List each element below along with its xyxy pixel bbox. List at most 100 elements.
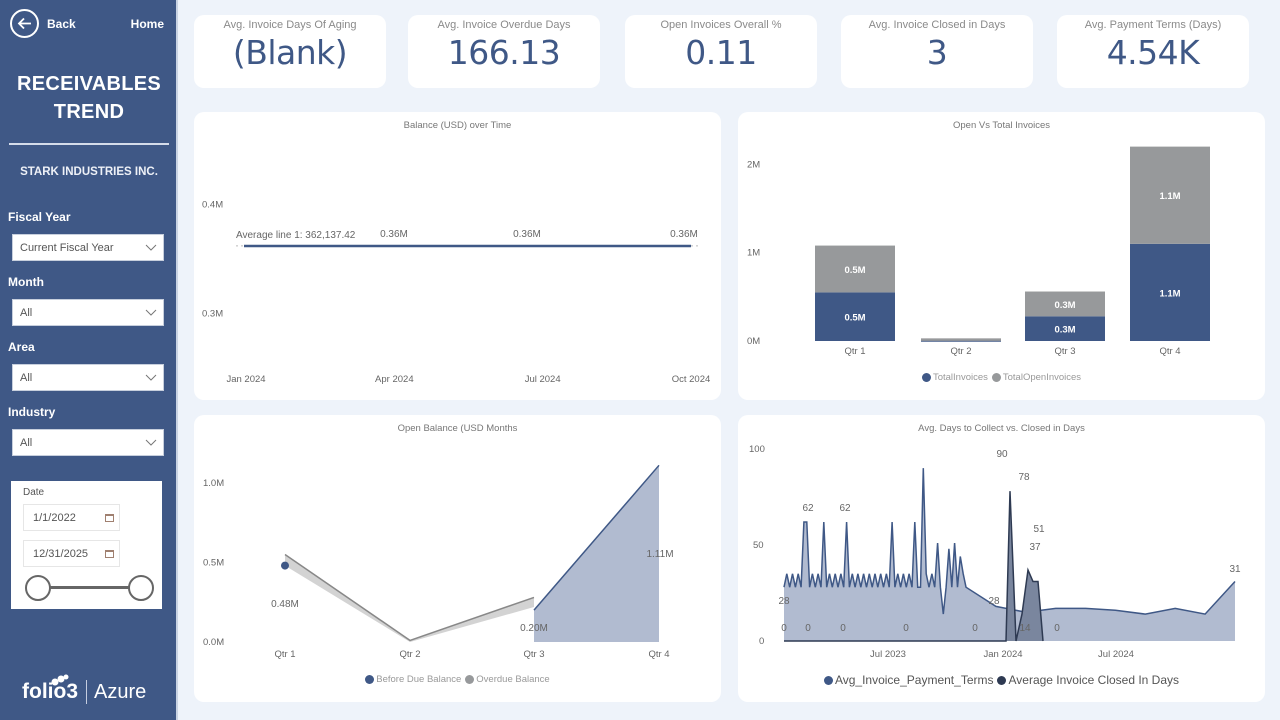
balance-chart-svg: 0.4M 0.3M Jan 2024 Apr 2024 Jul 2024 Oct 2024…: [202, 200, 710, 385]
legend-item-before-due[interactable]: Before Due Balance: [365, 674, 461, 685]
date-range-slider[interactable]: [38, 586, 138, 589]
data-label: 0: [903, 623, 909, 634]
days-collect-chart-svg: 0 50 100 Jul 2023 Jan 2024 Jul 2024 62 62 90 78 51…: [749, 444, 1241, 660]
chart-legend: Avg_Invoice_Payment_Terms Average Invoic…: [738, 673, 1265, 687]
data-label: 0: [1054, 623, 1060, 634]
data-label: 0.36M: [513, 229, 541, 240]
fiscal-year-dropdown[interactable]: Current Fiscal Year: [12, 234, 164, 261]
month-dropdown[interactable]: All: [12, 299, 164, 326]
open-balance-chart[interactable]: Open Balance (USD Months 0.0M 0.5M 1.0M Qtr…: [194, 415, 721, 702]
y-tick-label: 0.5M: [203, 557, 224, 568]
kpi-label: Avg. Invoice Overdue Days: [437, 19, 571, 31]
open-balance-chart-svg: 0.0M 0.5M 1.0M Qtr 1 Qtr 2 Qtr 3 Qtr 4 0.48M 0.2…: [203, 464, 674, 660]
month-value: All: [20, 306, 33, 319]
x-tick-label: Jan 2024: [983, 649, 1022, 660]
x-tick-label: Qtr 1: [844, 346, 865, 357]
bar-totalinvoices-4: [1130, 243, 1210, 341]
x-tick-label: Qtr 2: [399, 649, 420, 660]
open-vs-total-invoices-chart[interactable]: Open Vs Total Invoices 0M 1M 2M 0.5M 0.5M Qtr…: [738, 112, 1265, 400]
start-date-value: 1/1/2022: [33, 511, 76, 524]
average-line-label: Average line 1: 362,137.42: [236, 230, 356, 241]
brand-logo: folio3 Azure: [22, 674, 147, 704]
data-label: 0.36M: [380, 229, 408, 240]
brand-product: Azure: [94, 680, 147, 703]
chart-title: Balance (USD) over Time: [403, 120, 512, 131]
y-tick-label: 1M: [747, 248, 760, 259]
data-label: 78: [1018, 472, 1030, 483]
y-tick-label: 1.0M: [203, 478, 224, 489]
data-label: 0: [972, 623, 978, 634]
kpi-card-overdue-days: Avg. Invoice Overdue Days 166.13: [408, 15, 600, 88]
calendar-icon[interactable]: [105, 549, 114, 558]
bar-totalopeninvoices-4: [1130, 146, 1210, 244]
y-tick-label: 0: [759, 636, 764, 647]
home-button[interactable]: Home: [130, 17, 164, 31]
bar-totalopeninvoices-2: [921, 338, 1001, 341]
kpi-card-days-of-aging: Avg. Invoice Days Of Aging (Blank): [194, 15, 386, 88]
industry-dropdown[interactable]: All: [12, 429, 164, 456]
kpi-label: Open Invoices Overall %: [660, 19, 782, 31]
brand-separator: [86, 680, 87, 704]
kpi-value: 4.54K: [1106, 33, 1200, 72]
data-label: 62: [802, 503, 814, 514]
kpi-value: 166.13: [447, 33, 561, 72]
data-label: 0.20M: [520, 623, 548, 634]
data-label: 14: [1019, 623, 1031, 634]
bar-data-label: 0.3M: [1054, 325, 1075, 336]
page-title-line2: TREND: [53, 101, 125, 123]
data-label: 31: [1229, 564, 1241, 575]
fiscal-year-value: Current Fiscal Year: [20, 241, 114, 254]
data-label: 0.48M: [271, 599, 299, 610]
x-tick-label: Qtr 2: [950, 346, 971, 357]
legend-item-payment-terms[interactable]: Avg_Invoice_Payment_Terms: [823, 673, 993, 687]
chart-title: Avg. Days to Collect vs. Closed in Days: [918, 423, 1085, 434]
bar-data-label: 0.5M: [844, 265, 865, 276]
bar-data-label: 0.5M: [844, 313, 865, 324]
payment-terms-area: [784, 468, 1235, 641]
calendar-icon[interactable]: [105, 513, 114, 522]
legend-item-overdue[interactable]: Overdue Balance: [465, 674, 550, 685]
slider-start-handle[interactable]: [25, 575, 51, 601]
data-label: 0: [781, 623, 787, 634]
legend-item-total-invoices[interactable]: TotalInvoices: [921, 372, 988, 383]
back-button[interactable]: Back: [10, 9, 76, 38]
x-tick-label: Qtr 4: [1159, 346, 1180, 357]
y-tick-label: 0.4M: [202, 200, 223, 211]
bar-totalopeninvoices-1: [815, 245, 895, 293]
company-name: STARK INDUSTRIES INC.: [20, 166, 158, 178]
data-label: 1.11M: [646, 549, 673, 560]
balance-over-time-chart[interactable]: Balance (USD) over Time 0.4M 0.3M Jan 2024…: [194, 112, 721, 400]
back-label: Back: [47, 16, 76, 31]
chart-title: Open Balance (USD Months: [397, 423, 518, 434]
open-vs-total-chart-svg: 0M 1M 2M 0.5M 0.5M Qtr 1 Qtr 2 0.3M 0.3M Qtr 3 1.1…: [747, 146, 1210, 357]
data-label: 62: [839, 503, 851, 514]
end-date-input[interactable]: 12/31/2025: [23, 540, 120, 567]
sidebar: Back Home RECEIVABLES TREND STARK INDUST…: [0, 0, 178, 720]
slider-end-handle[interactable]: [128, 575, 154, 601]
x-tick-label: Jul 2023: [870, 649, 906, 660]
x-tick-label: Qtr 3: [1054, 346, 1075, 357]
page-title-line1: RECEIVABLES: [16, 73, 162, 95]
kpi-label: Avg. Invoice Days Of Aging: [223, 19, 357, 31]
industry-value: All: [20, 436, 33, 449]
start-date-input[interactable]: 1/1/2022: [23, 504, 120, 531]
kpi-value: 0.11: [685, 33, 757, 72]
y-tick-label: 0M: [747, 336, 760, 347]
x-tick-label: Apr 2024: [375, 374, 414, 385]
chevron-down-icon: [145, 309, 157, 316]
legend-item-total-open-invoices[interactable]: TotalOpenInvoices: [991, 372, 1081, 383]
kpi-label: Avg. Invoice Closed in Days: [868, 19, 1006, 31]
area-dropdown[interactable]: All: [12, 364, 164, 391]
brand-dots-icon: [51, 674, 69, 686]
bar-totalinvoices-1: [815, 292, 895, 341]
area-label: Area: [8, 340, 35, 354]
kpi-card-payment-terms: Avg. Payment Terms (Days) 4.54K: [1057, 15, 1249, 88]
y-tick-label: 50: [753, 540, 764, 551]
bar-data-label: 0.3M: [1054, 300, 1075, 311]
kpi-value: (Blank): [232, 33, 348, 72]
bar-data-label: 1.1M: [1159, 288, 1180, 299]
legend-item-closed-in-days[interactable]: Average Invoice Closed In Days: [997, 673, 1179, 687]
days-to-collect-chart[interactable]: Avg. Days to Collect vs. Closed in Days …: [738, 415, 1265, 702]
data-label: 90: [996, 449, 1008, 460]
chart-legend: TotalInvoices TotalOpenInvoices: [738, 372, 1265, 383]
